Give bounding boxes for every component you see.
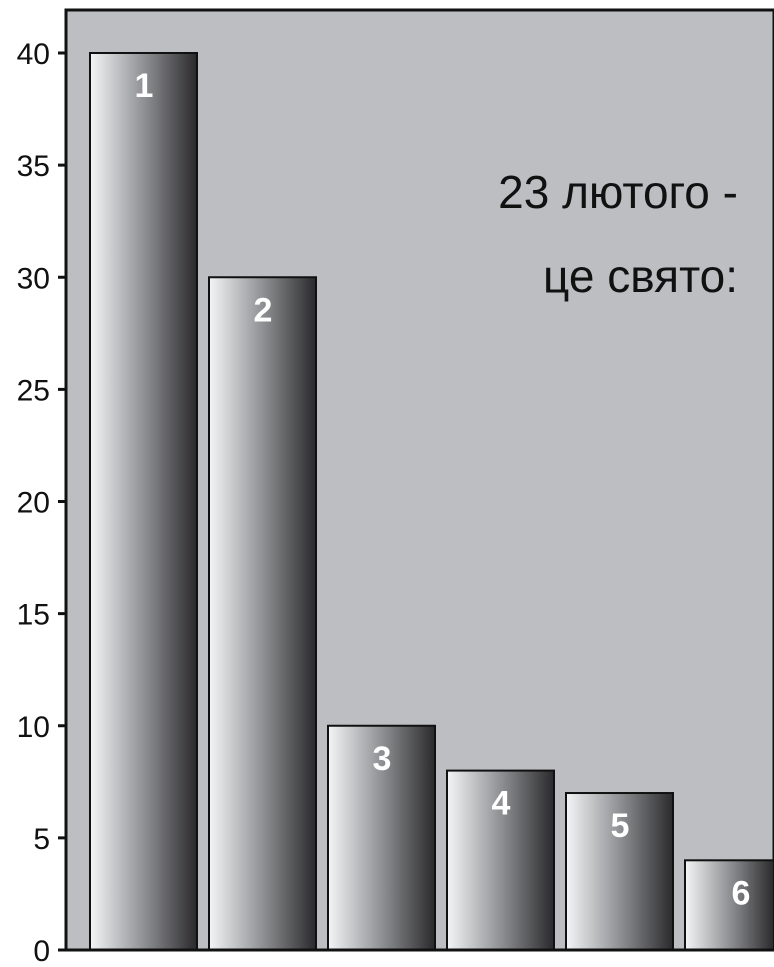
chart-title-line-1: 23 лютого - xyxy=(498,166,738,218)
y-tick-label-0: 0 xyxy=(33,935,50,967)
y-tick-label-25: 25 xyxy=(17,374,50,407)
bar-label-6: 6 xyxy=(732,874,751,912)
y-tick-label-40: 40 xyxy=(17,38,50,71)
chart-title: 23 лютого - це свято: xyxy=(498,166,738,302)
bar-label-1: 1 xyxy=(135,67,154,105)
bar-2 xyxy=(208,276,317,951)
y-tick-label-35: 35 xyxy=(17,150,50,183)
y-tick-label-15: 15 xyxy=(17,599,50,632)
chart-title-line-2: це свято: xyxy=(543,250,738,302)
bar-label-4: 4 xyxy=(492,785,511,823)
bar-label-2: 2 xyxy=(254,291,273,329)
y-tick-label-10: 10 xyxy=(17,711,50,744)
y-tick-label-30: 30 xyxy=(17,262,50,295)
y-tick-label-5: 5 xyxy=(33,823,50,856)
y-tick-label-20: 20 xyxy=(17,487,50,520)
bar-5 xyxy=(565,792,674,952)
bar-label-5: 5 xyxy=(611,807,630,845)
bar-1 xyxy=(89,52,198,951)
y-axis-ticks: 0 5 10 15 20 25 30 35 40 xyxy=(17,38,66,967)
bars: 1 2 3 4 5 6 xyxy=(89,52,774,952)
bar-label-3: 3 xyxy=(373,740,392,778)
bar-6 xyxy=(684,859,774,951)
